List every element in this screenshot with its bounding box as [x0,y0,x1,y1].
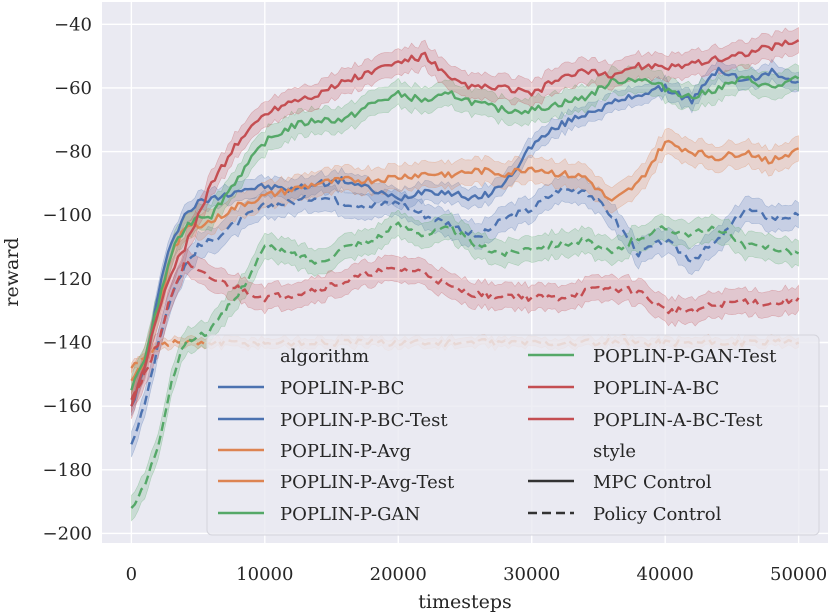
line-poplin-p-gan [130,75,800,391]
line-poplin-a-bc-test [130,259,800,401]
line-poplin-p-bc-test [130,186,800,445]
y-tick-label: −180 [43,460,92,481]
legend-label: POPLIN-P-Avg [280,441,411,462]
y-tick-labels: −200 −180 −160 −140 −120 −100 −80 −60 −40 [43,14,92,544]
x-axis-label: timesteps [418,591,512,613]
x-tick-label: 50000 [770,564,827,585]
legend-label: POPLIN-P-Avg-Test [280,472,455,493]
band-poplin-a-bc-test [131,246,799,413]
y-tick-label: −40 [54,14,92,35]
band-poplin-p-bc-test [131,174,799,458]
x-tick-labels: 0 10000 20000 30000 40000 50000 [126,564,828,585]
legend-label: style [593,441,636,462]
legend-label: Policy Control [593,504,722,525]
x-tick-label: 10000 [236,564,293,585]
legend-label: POPLIN-P-BC [280,378,404,399]
legend-label: POPLIN-A-BC-Test [593,410,763,431]
band-poplin-p-gan-test [131,209,799,522]
x-tick-label: 0 [126,564,137,585]
y-tick-label: −140 [43,333,92,354]
x-tick-label: 30000 [503,564,560,585]
x-tick-label: 40000 [637,564,694,585]
legend-label: POPLIN-P-GAN-Test [593,346,777,367]
line-poplin-p-avg [130,139,799,382]
line-poplin-p-bc [130,66,799,407]
band-poplin-p-bc [131,57,799,416]
legend-label: POPLIN-P-GAN [280,504,420,525]
y-tick-label: −200 [43,523,92,544]
y-axis-label: reward [1,237,23,306]
y-tick-label: −80 [54,142,92,163]
band-poplin-p-gan [131,63,799,404]
band-poplin-p-avg [131,127,799,395]
legend-label: POPLIN-P-BC-Test [280,410,448,431]
y-tick-label: −60 [54,78,92,99]
legend-label: MPC Control [593,472,712,493]
y-tick-label: −100 [43,205,92,226]
y-tick-label: −160 [43,396,92,417]
legend: algorithm POPLIN-P-BC POPLIN-P-BC-Test POPL… [206,334,820,536]
legend-label: POPLIN-A-BC [593,378,719,399]
legend-box [206,334,820,536]
line-poplin-a-bc [130,39,800,407]
y-tick-label: −120 [43,269,92,290]
legend-label: algorithm [280,346,369,367]
x-tick-label: 20000 [370,564,427,585]
band-poplin-a-bc [131,26,799,420]
line-poplin-p-gan-test [130,221,800,509]
